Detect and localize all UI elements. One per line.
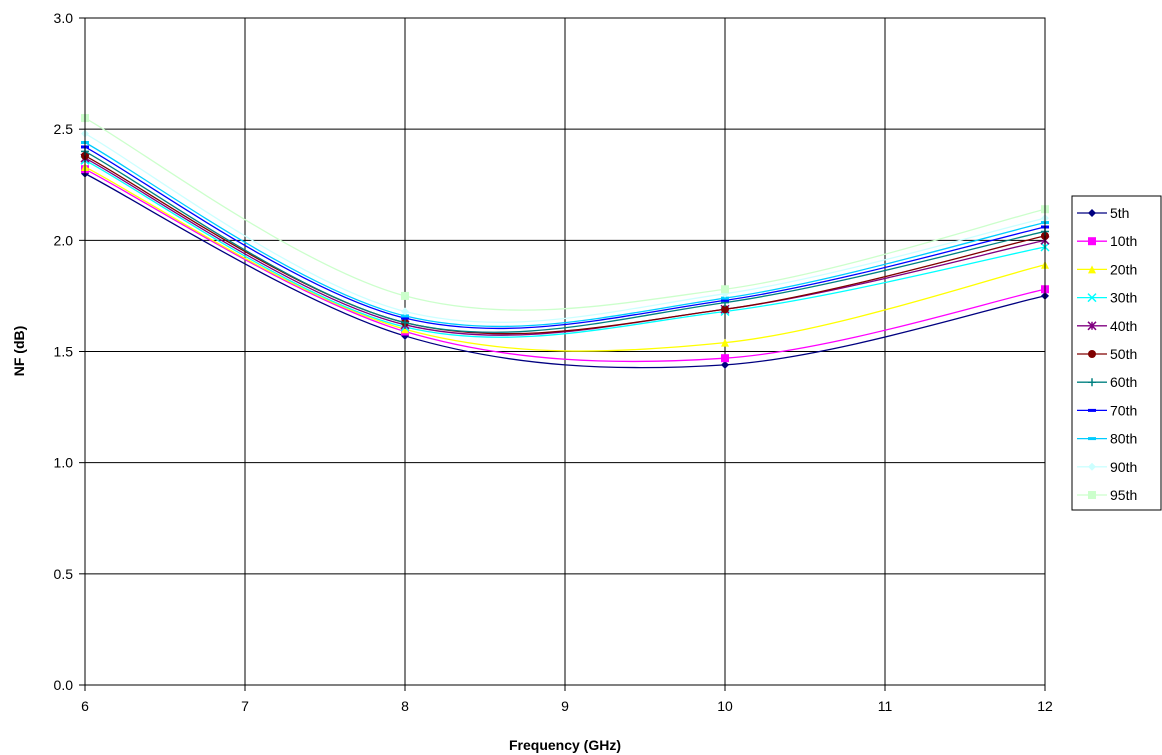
series-line [84, 146, 1046, 330]
x-tick-label: 9 [561, 698, 569, 714]
x-axis-title: Frequency (GHz) [509, 737, 621, 753]
data-point [721, 354, 729, 363]
legend-label: 30th [1110, 290, 1137, 306]
data-point [721, 305, 729, 314]
series-line [84, 133, 1046, 323]
legend-item: 40th [1077, 318, 1137, 334]
x-tick-label: 6 [81, 698, 89, 714]
data-point [721, 338, 729, 347]
legend-label: 10th [1110, 233, 1137, 249]
data-point [401, 318, 409, 327]
legend-item: 20th [1077, 261, 1137, 277]
legend-marker [1088, 462, 1096, 471]
data-point [401, 291, 409, 300]
y-axis-title: NF (dB) [11, 326, 27, 377]
legend-label: 40th [1110, 318, 1137, 334]
y-tick-label: 2.0 [54, 232, 74, 248]
x-tick-label: 10 [717, 698, 733, 714]
data-point [401, 314, 409, 318]
x-tick-label: 8 [401, 698, 409, 714]
legend-label: 5th [1110, 205, 1129, 221]
series-line [84, 166, 1046, 352]
y-tick-label: 2.5 [54, 121, 74, 137]
legend-label: 50th [1110, 346, 1137, 362]
legend-label: 95th [1110, 487, 1137, 503]
legend-label: 20th [1110, 261, 1137, 277]
tick-labels: 6 7 8 9 10 11 12 0.0 0.5 1.0 1.5 2.0 2.5 3.0 [54, 10, 1053, 714]
x-tick-label: 11 [878, 698, 893, 714]
x-tick-label: 7 [241, 698, 249, 714]
data-point [401, 316, 409, 320]
legend-label: 80th [1110, 431, 1137, 447]
legend-item: 90th [1077, 459, 1137, 475]
data-point [721, 298, 729, 302]
legend-marker [1088, 265, 1096, 274]
legend-item: 30th [1077, 290, 1137, 306]
y-tick-label: 1.0 [54, 455, 74, 471]
legend-label: 60th [1110, 374, 1137, 390]
x-tick-label: 12 [1037, 698, 1053, 714]
legend-marker [1088, 237, 1096, 246]
legend-marker [1088, 209, 1096, 217]
legend-item: 70th [1077, 402, 1137, 418]
legend-marker [1088, 378, 1096, 387]
legend-item: 95th [1077, 487, 1137, 503]
legend-marker [1088, 350, 1096, 358]
y-tick-label: 0.5 [54, 566, 74, 582]
series-line [84, 150, 1046, 333]
legend-item: 50th [1077, 346, 1137, 362]
legend-item: 80th [1077, 431, 1137, 447]
series-line [84, 157, 1046, 336]
series-20th [81, 162, 1049, 352]
legend-label: 70th [1110, 402, 1137, 418]
legend-marker [1087, 321, 1097, 331]
legend-marker [1088, 437, 1096, 441]
y-tick-label: 3.0 [54, 10, 74, 26]
legend-marker [1088, 408, 1096, 412]
data-point [401, 325, 409, 334]
series-line [84, 117, 1046, 311]
series-layer [80, 114, 1050, 369]
series-line [84, 168, 1046, 363]
series-line [84, 155, 1046, 335]
legend-marker [1087, 293, 1097, 303]
data-point [401, 307, 409, 316]
series-line [84, 141, 1046, 328]
y-tick-label: 0.0 [54, 677, 74, 693]
legend-item: 5th [1077, 205, 1129, 221]
y-tick-label: 1.5 [54, 344, 74, 360]
legend: 5th 10th 20th 30th 40th 50th 60th 70th 80th 90th 9… [1071, 195, 1162, 511]
legend-box [1071, 195, 1162, 511]
series-90th [81, 129, 1049, 323]
data-point [721, 296, 729, 300]
data-point [721, 360, 729, 369]
data-point [721, 285, 729, 294]
series-line [84, 159, 1046, 338]
legend-item: 10th [1077, 233, 1137, 249]
legend-label: 90th [1110, 459, 1137, 475]
legend-marker [1088, 491, 1096, 499]
series-line [84, 173, 1046, 369]
legend-item: 60th [1077, 374, 1137, 390]
